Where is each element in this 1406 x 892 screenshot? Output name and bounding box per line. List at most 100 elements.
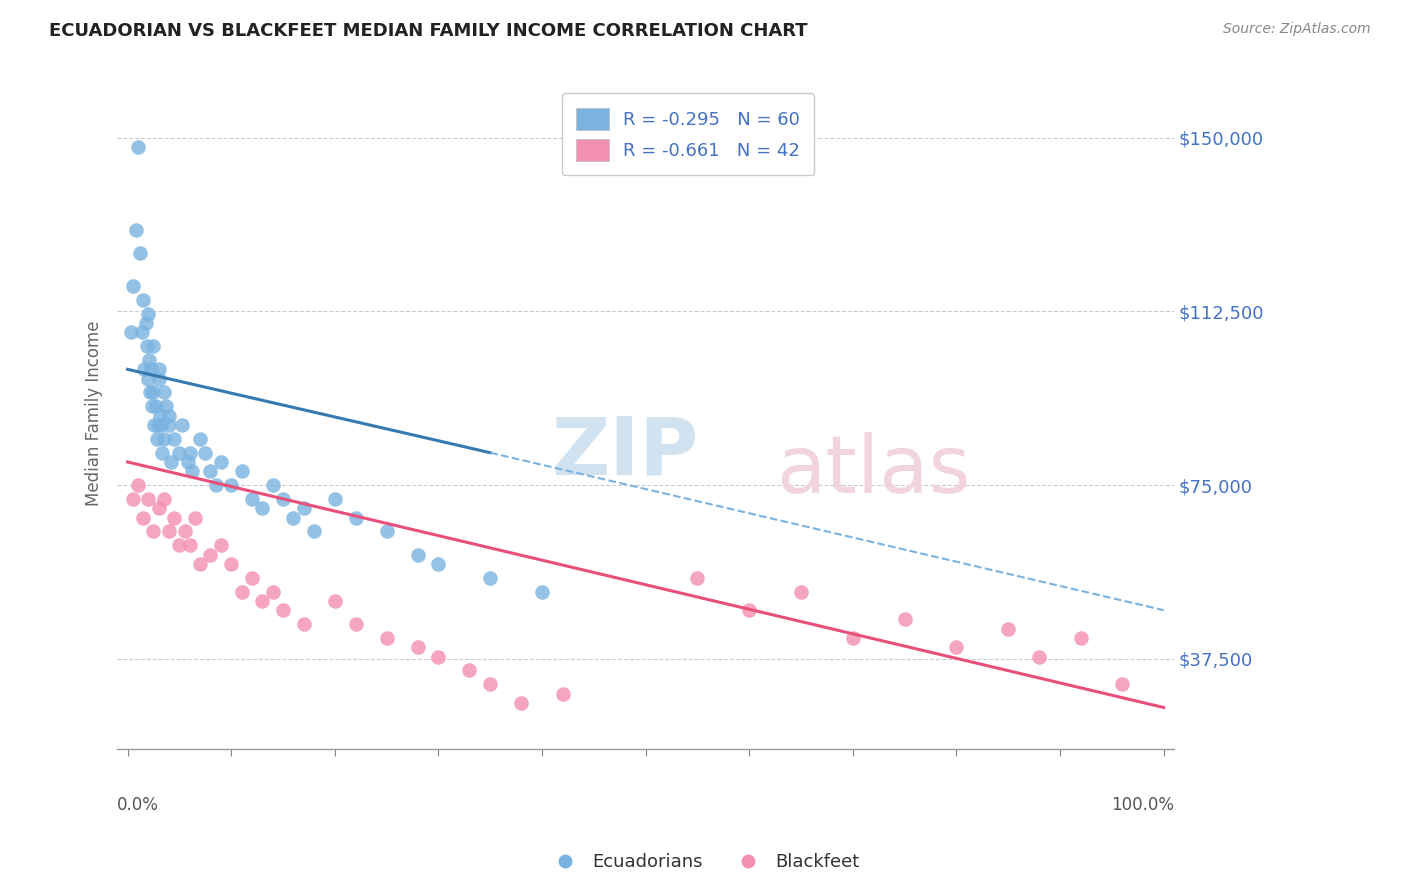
Point: [842, 631, 865, 645]
Point: [153, 432, 176, 446]
Point: [136, 307, 159, 321]
Point: [219, 478, 242, 492]
Point: [200, 464, 222, 478]
Point: [149, 409, 172, 423]
Point: [163, 432, 186, 446]
Point: [157, 524, 180, 539]
Point: [160, 455, 183, 469]
Point: [120, 325, 142, 339]
Point: [157, 417, 180, 432]
Point: [458, 664, 481, 678]
Point: [169, 538, 191, 552]
Point: [271, 603, 294, 617]
Point: [479, 677, 502, 691]
Text: Source: ZipAtlas.com: Source: ZipAtlas.com: [1223, 22, 1371, 37]
Point: [132, 510, 155, 524]
Point: [252, 594, 274, 608]
Point: [252, 501, 274, 516]
Point: [188, 432, 211, 446]
Point: [1111, 677, 1133, 691]
Point: [143, 417, 166, 432]
Y-axis label: Median Family Income: Median Family Income: [86, 320, 103, 506]
Point: [142, 524, 165, 539]
Point: [127, 140, 149, 154]
Point: [344, 617, 367, 632]
Point: [136, 339, 159, 353]
Point: [153, 491, 176, 506]
Point: [790, 584, 813, 599]
Point: [155, 400, 177, 414]
Text: ECUADORIAN VS BLACKFEET MEDIAN FAMILY INCOME CORRELATION CHART: ECUADORIAN VS BLACKFEET MEDIAN FAMILY IN…: [49, 22, 808, 40]
Point: [375, 631, 398, 645]
Point: [172, 417, 194, 432]
Point: [148, 501, 170, 516]
Point: [231, 464, 253, 478]
Point: [179, 538, 201, 552]
Point: [176, 455, 198, 469]
Point: [135, 316, 157, 330]
Point: [283, 510, 305, 524]
Point: [173, 524, 195, 539]
Point: [997, 622, 1019, 636]
Point: [127, 478, 149, 492]
Point: [262, 584, 284, 599]
Point: [344, 510, 367, 524]
Point: [271, 491, 294, 506]
Point: [479, 571, 502, 585]
Point: [551, 687, 574, 701]
Point: [139, 385, 162, 400]
Text: 0.0%: 0.0%: [117, 796, 159, 814]
Point: [131, 325, 153, 339]
Legend: R = -0.295   N = 60, R = -0.661   N = 42: R = -0.295 N = 60, R = -0.661 N = 42: [561, 93, 814, 175]
Point: [149, 417, 172, 432]
Point: [121, 491, 143, 506]
Point: [153, 385, 176, 400]
Point: [125, 223, 148, 237]
Point: [142, 385, 165, 400]
Point: [136, 491, 159, 506]
Point: [145, 400, 167, 414]
Point: [209, 455, 232, 469]
Point: [184, 510, 207, 524]
Point: [738, 603, 761, 617]
Point: [323, 594, 346, 608]
Point: [157, 409, 180, 423]
Point: [180, 464, 202, 478]
Point: [136, 371, 159, 385]
Point: [148, 362, 170, 376]
Point: [292, 617, 315, 632]
Point: [194, 446, 217, 460]
Point: [510, 696, 533, 710]
Point: [427, 557, 450, 571]
Point: [145, 432, 167, 446]
Point: [231, 584, 253, 599]
Legend: Ecuadorians, Blackfeet: Ecuadorians, Blackfeet: [540, 847, 866, 879]
Point: [141, 362, 163, 376]
Point: [323, 491, 346, 506]
Text: atlas: atlas: [776, 433, 970, 510]
Point: [146, 417, 169, 432]
Point: [219, 557, 242, 571]
Point: [406, 548, 429, 562]
Point: [163, 510, 186, 524]
Point: [375, 524, 398, 539]
Point: [169, 446, 191, 460]
Point: [292, 501, 315, 516]
Point: [188, 557, 211, 571]
Point: [240, 491, 263, 506]
Point: [132, 293, 155, 307]
Point: [262, 478, 284, 492]
Point: [129, 246, 152, 260]
Point: [204, 478, 226, 492]
Point: [945, 640, 967, 655]
Point: [1070, 631, 1092, 645]
Point: [150, 446, 173, 460]
Point: [148, 371, 170, 385]
Text: 100.0%: 100.0%: [1111, 796, 1174, 814]
Point: [240, 571, 263, 585]
Point: [209, 538, 232, 552]
Point: [302, 524, 325, 539]
Point: [427, 649, 450, 664]
Point: [134, 362, 156, 376]
Point: [141, 400, 163, 414]
